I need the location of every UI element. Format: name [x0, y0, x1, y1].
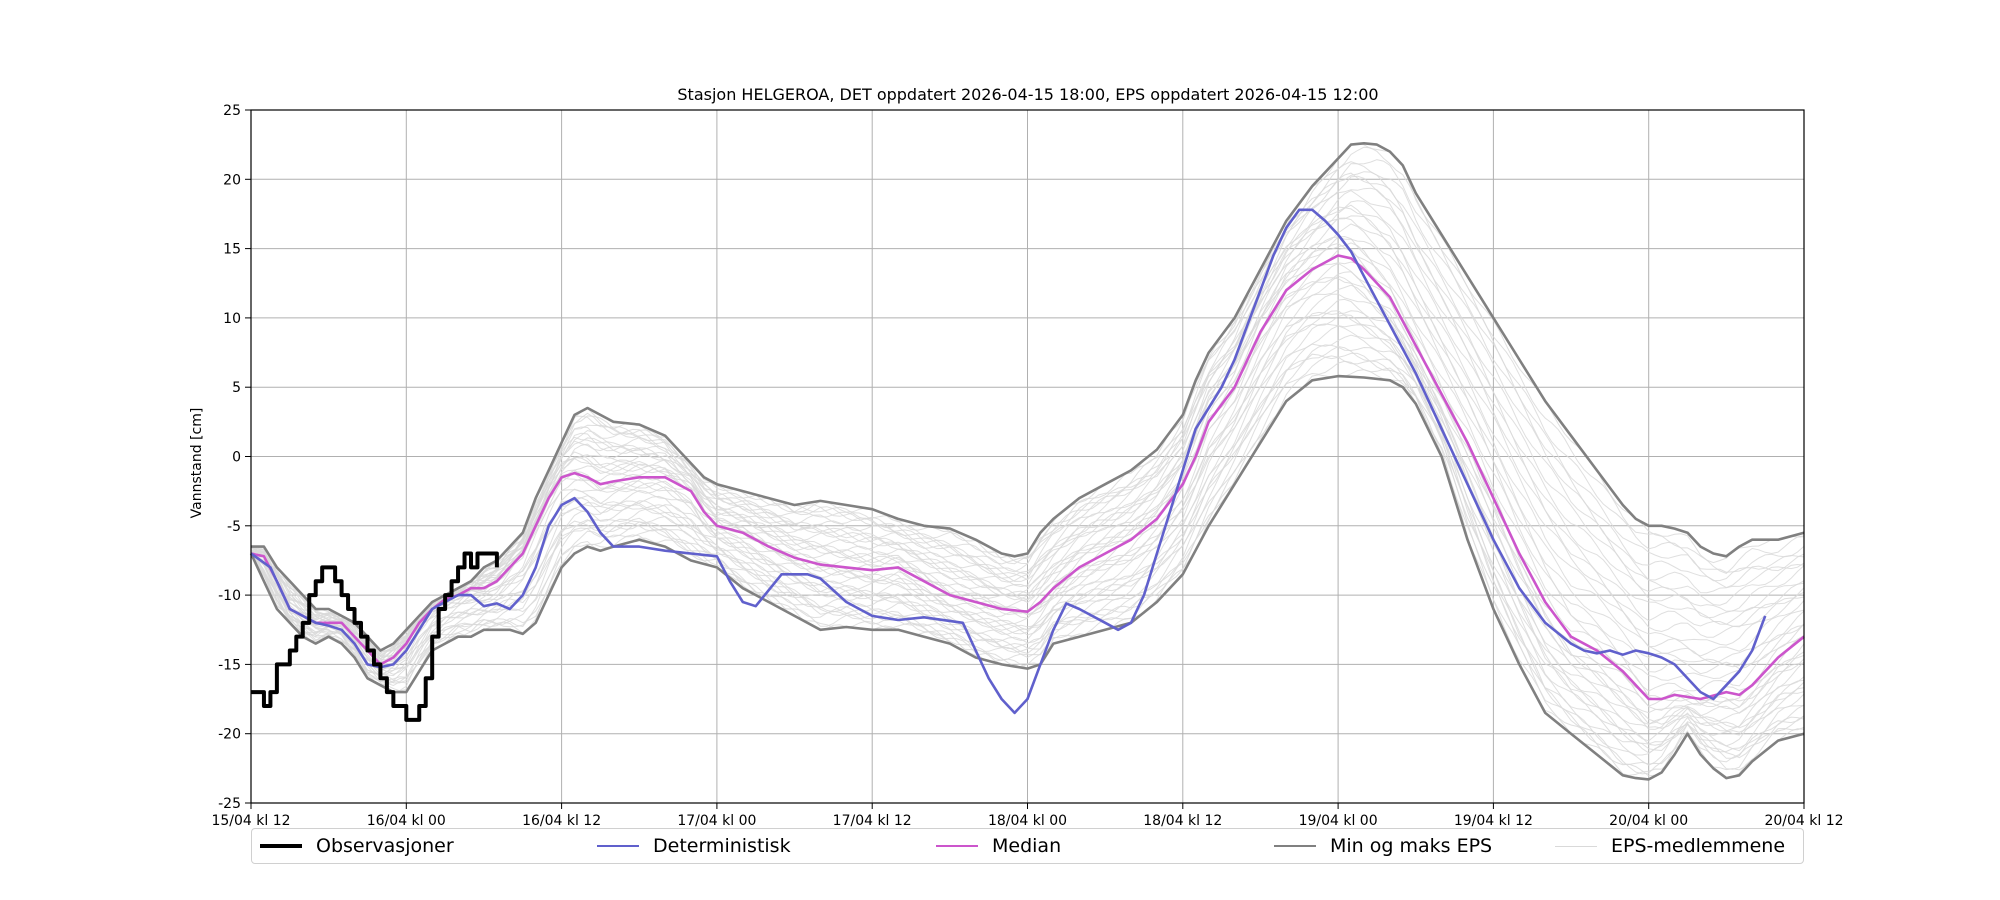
y-tick-label: 5: [232, 380, 241, 396]
series-line-deterministisk: [250, 208, 1767, 715]
legend-swatch: [1555, 845, 1597, 847]
legend-swatch: [1274, 845, 1316, 847]
y-tick-label: -15: [218, 657, 241, 673]
eps-member-line: [250, 190, 1805, 657]
x-tick-label: 17/04 kl 00: [677, 813, 756, 829]
y-tick-label: -10: [218, 588, 241, 604]
y-tick-label: 15: [223, 242, 241, 258]
legend-swatch: [597, 845, 639, 847]
eps-member-line: [250, 293, 1805, 728]
eps-member-line: [250, 172, 1805, 652]
legend-item: Deterministisk: [597, 829, 791, 863]
series-line-median: [250, 254, 1805, 701]
x-tick-label: 18/04 kl 12: [1143, 813, 1222, 829]
axis-ticks: 15/04 kl 12 16/04 kl 00 16/04 kl 12 17/04 k…: [211, 103, 1843, 829]
legend-item: Median: [936, 829, 1061, 863]
x-tick-label: 19/04 kl 00: [1299, 813, 1378, 829]
eps-member-line: [250, 355, 1805, 775]
eps-member-line: [250, 262, 1805, 708]
legend-label: Min og maks EPS: [1330, 835, 1493, 857]
series-lines: [249, 142, 1805, 781]
y-tick-label: 10: [223, 311, 241, 327]
series-line-maks-eps: [251, 142, 1805, 652]
y-tick-label: 0: [232, 450, 241, 466]
eps-member-line: [250, 206, 1805, 652]
y-tick-label: 20: [223, 172, 241, 188]
legend-label: Deterministisk: [653, 835, 791, 857]
series-line-observasjoner: [251, 551, 499, 722]
x-tick-label: 17/04 kl 12: [833, 813, 912, 829]
y-tick-label: -5: [227, 519, 241, 535]
legend-swatch: [936, 845, 978, 847]
eps-member-line: [250, 345, 1805, 766]
y-tick-label: -25: [218, 796, 241, 812]
eps-member-line: [250, 314, 1805, 746]
legend-item: EPS-medlemmene: [1555, 829, 1785, 863]
x-tick-label: 20/04 kl 12: [1764, 813, 1843, 829]
y-axis-label: Vannstand [cm]: [189, 408, 205, 519]
x-tick-label: 20/04 kl 00: [1609, 813, 1688, 829]
x-tick-label: 15/04 kl 12: [211, 813, 290, 829]
eps-member-line: [250, 323, 1805, 747]
eps-member-line: [250, 310, 1805, 742]
y-tick-label: -20: [218, 727, 241, 743]
legend-label: EPS-medlemmene: [1611, 835, 1786, 857]
legend: Observasjoner Deterministisk Median Min og …: [251, 828, 1804, 864]
eps-member-line: [250, 235, 1805, 675]
x-tick-label: 16/04 kl 00: [367, 813, 446, 829]
x-tick-label: 19/04 kl 12: [1454, 813, 1533, 829]
eps-member-line: [250, 163, 1805, 654]
eps-member-line: [250, 284, 1805, 725]
eps-member-line: [250, 298, 1805, 730]
eps-member-line: [250, 275, 1805, 725]
legend-swatch: [260, 844, 302, 848]
x-tick-label: 18/04 kl 00: [988, 813, 1067, 829]
y-tick-label: 25: [223, 103, 241, 119]
legend-item: Observasjoner: [260, 829, 454, 863]
chart-title: Stasjon HELGEROA, DET oppdatert 2026-04-…: [677, 85, 1378, 104]
eps-member-line: [250, 325, 1805, 754]
legend-label: Observasjoner: [316, 835, 454, 857]
series-line-min-eps: [249, 374, 1805, 781]
x-tick-label: 16/04 kl 12: [522, 813, 601, 829]
eps-member-line: [251, 175, 1805, 663]
eps-member-line: [250, 223, 1805, 666]
legend-item: Min og maks EPS: [1274, 829, 1492, 863]
eps-member-line: [250, 271, 1805, 711]
legend-label: Median: [992, 835, 1062, 857]
